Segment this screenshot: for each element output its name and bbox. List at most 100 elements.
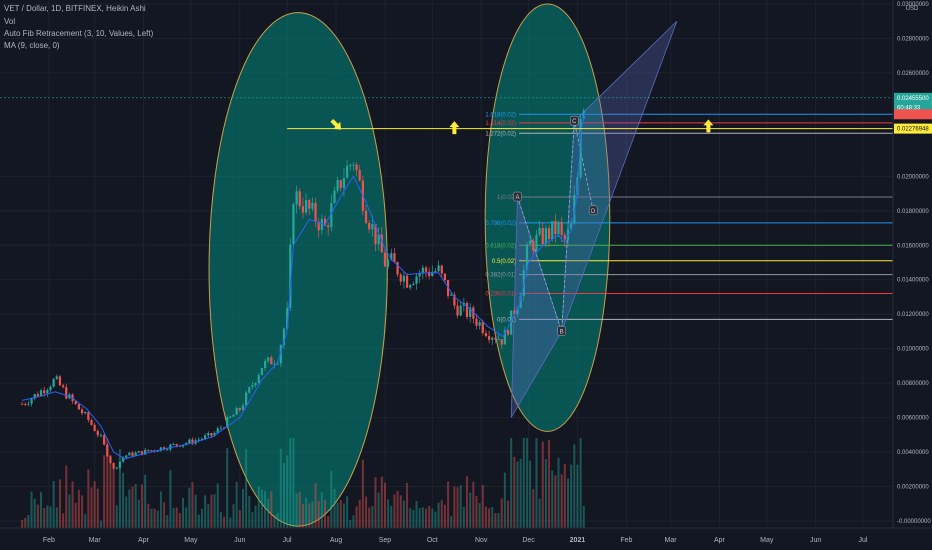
candle [475, 313, 478, 330]
volume-bar [529, 460, 532, 528]
candle-body [320, 218, 323, 231]
candle [421, 264, 424, 280]
volume-bar [128, 489, 131, 528]
month-tick-label: Oct [427, 537, 438, 544]
volume-bar [573, 444, 576, 528]
candle-body [484, 333, 488, 337]
candle [538, 220, 541, 237]
volume-bar [169, 470, 172, 528]
candle-body [219, 427, 222, 429]
volume-bar [352, 515, 355, 528]
candle-body [263, 361, 267, 369]
price-tick-label: 0.02000000 [897, 174, 929, 180]
pattern-point-label: D [591, 209, 596, 215]
highlight-ellipse-winter [484, 3, 611, 432]
candle-body [544, 228, 547, 245]
volume-bar [308, 503, 311, 528]
indicator-ma[interactable]: MA (9, close, 0) [4, 41, 60, 50]
fib-level-label: 0.786(0.02) [485, 221, 516, 227]
candle-body [333, 190, 336, 203]
candle-body [431, 271, 434, 277]
candle-body [472, 307, 475, 319]
volume-bar [298, 492, 301, 528]
candle [112, 462, 115, 470]
month-tick-label: May [760, 537, 774, 544]
candle [260, 367, 264, 376]
volume-bar [510, 438, 513, 528]
volume-bar [311, 501, 314, 528]
candle-body [478, 322, 481, 326]
candle [469, 303, 472, 323]
volume-bar [289, 438, 292, 528]
candle-body [159, 447, 163, 451]
volume-bar [245, 449, 248, 528]
candle [93, 422, 96, 432]
candle-body [494, 337, 497, 340]
volume-bar [232, 504, 235, 528]
candle [497, 334, 500, 341]
candle-body [497, 338, 500, 340]
volume-bar [112, 464, 115, 528]
indicator-volume[interactable]: Vol [4, 17, 16, 26]
candle [90, 418, 93, 426]
candle [446, 280, 450, 299]
candle [349, 163, 352, 171]
candle-body [175, 443, 178, 446]
candle [415, 273, 418, 290]
candle-body [510, 310, 513, 335]
candle-body [349, 165, 352, 167]
candle-body [358, 170, 361, 181]
candle-body [156, 450, 159, 452]
candle [308, 198, 311, 216]
candle-body [229, 416, 232, 418]
candle-body [106, 444, 109, 457]
indicator-auto-fib[interactable]: Auto Fib Retracement (3, 10, Values, Lef… [4, 29, 154, 38]
candle-body [87, 412, 90, 420]
candle-body [342, 178, 346, 189]
candle-body [529, 240, 532, 245]
arrow-shape [703, 119, 714, 133]
candle [336, 176, 339, 193]
candle-body [371, 224, 374, 230]
candle-body [172, 443, 175, 445]
volume-bar [264, 490, 267, 528]
candle-body [238, 408, 241, 410]
candle [450, 292, 453, 296]
month-tick-label: Sep [379, 537, 392, 544]
volume-bar [424, 508, 427, 528]
candle-body [103, 435, 106, 445]
candle-body [121, 457, 125, 462]
price-tag [894, 109, 932, 120]
candle [570, 218, 573, 230]
candle [355, 162, 358, 177]
candle [478, 320, 481, 330]
candle [36, 391, 39, 397]
candle [465, 301, 469, 320]
candle [393, 247, 396, 263]
volume-bar [194, 494, 197, 528]
volume-bar [134, 484, 137, 528]
candle-body [409, 284, 412, 288]
pattern-point-label: B [560, 329, 564, 335]
highlight-ellipses [208, 3, 611, 527]
candle-body [311, 202, 314, 209]
pattern-point-label: A [515, 195, 519, 201]
highlight-ellipse-summer [208, 12, 388, 527]
volume-bar [544, 459, 547, 528]
candle-body [20, 403, 24, 405]
candle-body [36, 393, 39, 397]
candle-body [112, 462, 115, 469]
month-tick-label: Mar [665, 537, 678, 544]
volume-bar [554, 475, 557, 528]
volume-bar [412, 510, 415, 528]
volume-bar [497, 512, 500, 528]
volume-bar [99, 520, 102, 528]
candle [368, 220, 371, 234]
volume-bar [295, 493, 298, 528]
candle [301, 197, 305, 219]
candle-body [541, 227, 544, 245]
candle-body [450, 294, 453, 296]
price-tick-label: -0.00000000 [897, 519, 931, 525]
candle [573, 185, 576, 225]
